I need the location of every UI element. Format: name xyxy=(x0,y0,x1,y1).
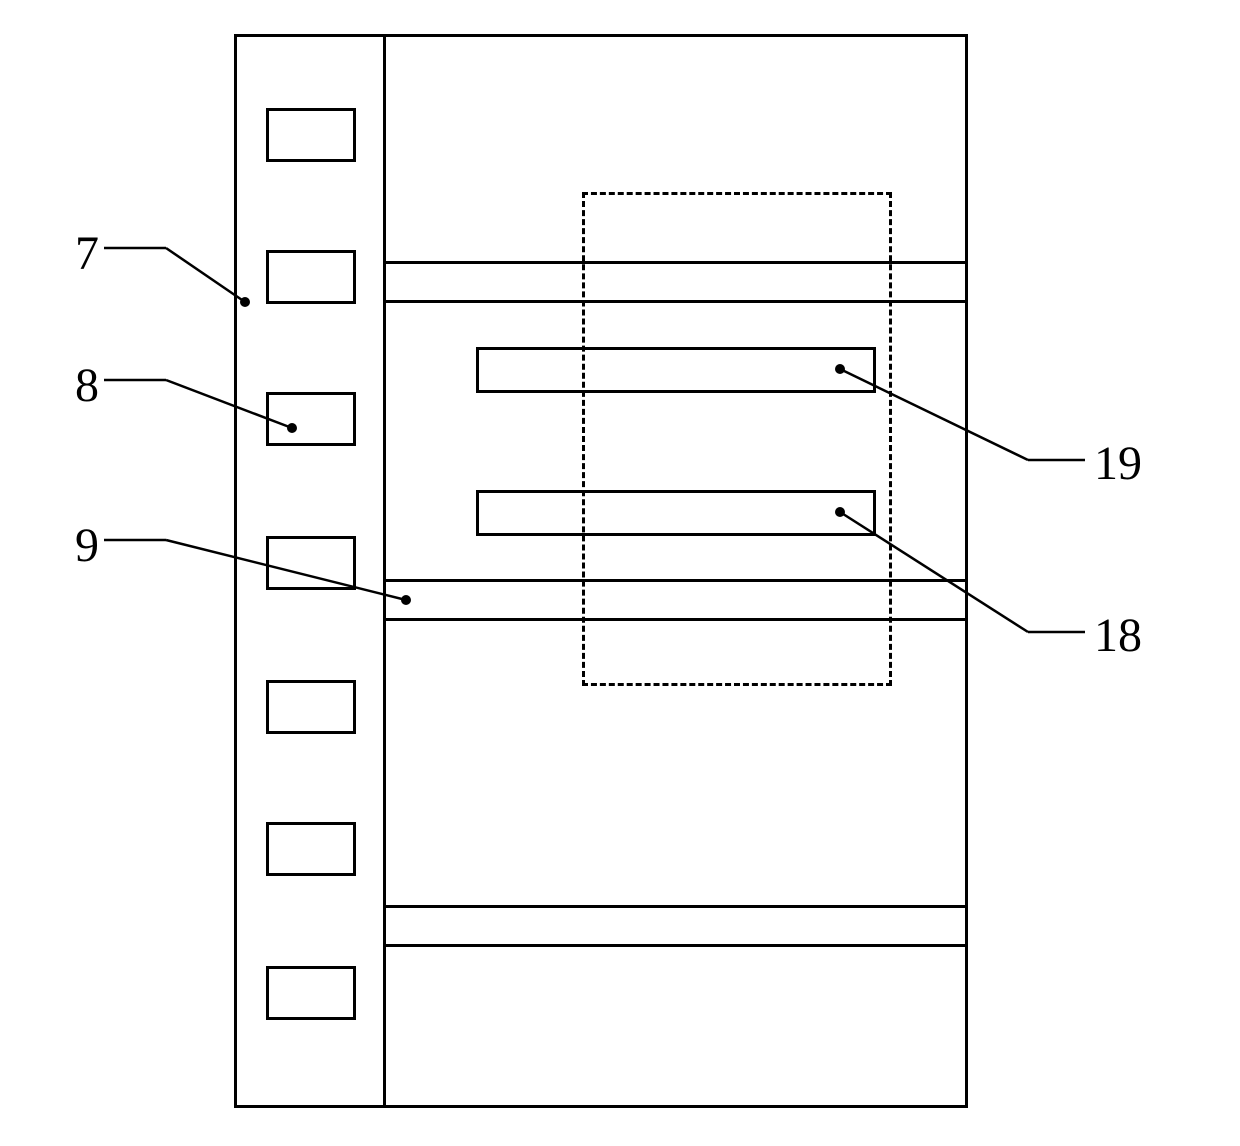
label-18: 18 xyxy=(1094,608,1142,663)
small-rect xyxy=(266,250,356,304)
small-rect xyxy=(266,536,356,590)
inner-rect xyxy=(476,490,876,536)
label-7: 7 xyxy=(75,226,99,281)
horizontal-line xyxy=(386,944,968,947)
label-9: 9 xyxy=(75,518,99,573)
horizontal-line xyxy=(386,905,968,908)
small-rect xyxy=(266,822,356,876)
label-19: 19 xyxy=(1094,436,1142,491)
small-rect xyxy=(266,680,356,734)
small-rect xyxy=(266,108,356,162)
diagram-canvas: 7 8 9 19 18 xyxy=(0,0,1240,1146)
small-rect xyxy=(266,966,356,1020)
dashed-rect xyxy=(582,192,892,686)
inner-rect xyxy=(476,347,876,393)
label-8: 8 xyxy=(75,358,99,413)
small-rect xyxy=(266,392,356,446)
